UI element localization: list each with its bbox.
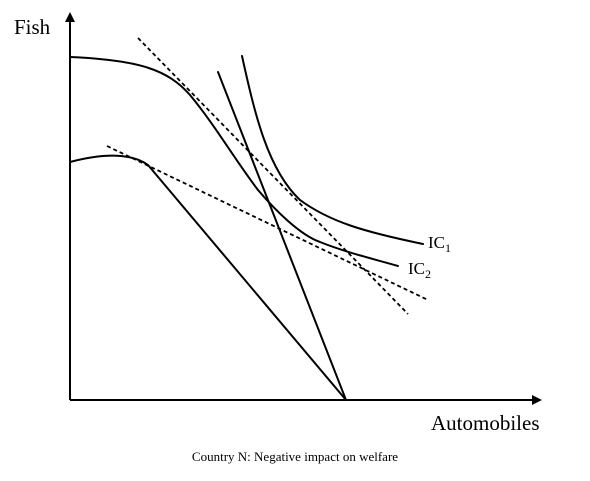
dashed-price-line-lower (106, 145, 429, 301)
ic1-label: IC1 (428, 233, 451, 255)
figure-caption: Country N: Negative impact on welfare (192, 449, 398, 464)
ic2-label: IC2 (408, 259, 431, 281)
x-axis-label: Automobiles (431, 411, 540, 435)
steep-price-line (217, 71, 347, 401)
y-axis-label: Fish (14, 15, 51, 39)
inner-production-possibility-frontier (69, 154, 347, 401)
indifference-curve-ic2 (257, 189, 399, 267)
outer-production-possibility-frontier (69, 56, 259, 191)
dashed-price-line-upper (137, 37, 409, 315)
indifference-curve-ic1 (241, 55, 424, 245)
